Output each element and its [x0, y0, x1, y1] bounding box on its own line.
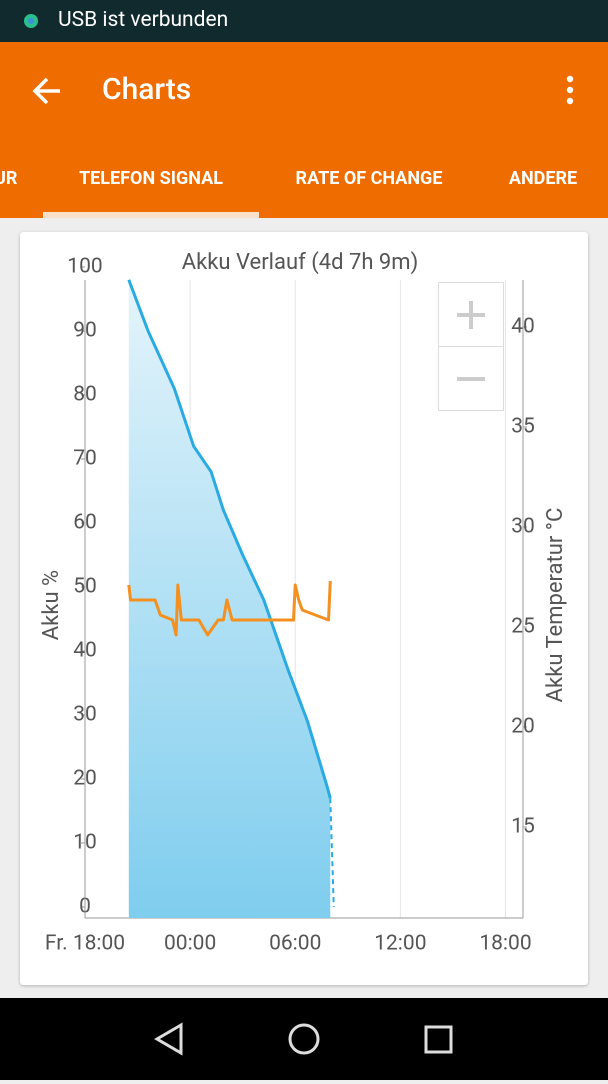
nav-icons: [154, 1022, 453, 1056]
nav-home[interactable]: [288, 1023, 320, 1055]
y-tick-label: 100: [67, 255, 102, 279]
x-tick-label: 00:00: [164, 932, 216, 956]
status-text: USB ist verbunden: [58, 8, 229, 32]
status-bar: USB ist verbunden: [0, 0, 608, 42]
battery-area: [128, 279, 331, 918]
projection-line: [329, 798, 335, 908]
nav-bar: [0, 998, 608, 1080]
x-tick-label: 12:00: [374, 932, 426, 956]
app-bar: Charts UR TELEFON SIGNAL RATE OF CHANGE …: [0, 42, 608, 218]
chart: Fr. 18:00 00:00 06:00 12:00 18:0001020304050…: [39, 250, 568, 956]
x-tick-label: 06:00: [269, 932, 321, 956]
overflow-menu[interactable]: [560, 74, 580, 108]
back-button[interactable]: [30, 74, 64, 108]
y-axis-label: Akku %: [39, 570, 64, 640]
tab[interactable]: TELEFON SIGNAL: [79, 168, 223, 189]
tab-indicator: [43, 212, 259, 218]
x-tick-label: Fr. 18:00: [45, 932, 125, 956]
x-tick-label: 18:00: [479, 932, 531, 956]
y2-axis-label: Akku Temperatur °C: [543, 508, 568, 703]
app-title: Charts: [102, 72, 192, 107]
zoom-in[interactable]: [457, 301, 485, 329]
zoom-controls: [438, 282, 504, 411]
battery-line: [127, 279, 332, 799]
nav-back[interactable]: [154, 1022, 183, 1056]
tab[interactable]: UR: [0, 168, 18, 189]
status-icon: [24, 14, 38, 28]
nav-recent[interactable]: [424, 1025, 453, 1054]
chart-title: Akku Verlauf (4d 7h 9m): [182, 250, 418, 275]
tab[interactable]: ANDERE: [508, 168, 578, 189]
temperature-line: [127, 580, 332, 637]
tab[interactable]: RATE OF CHANGE: [295, 168, 443, 189]
